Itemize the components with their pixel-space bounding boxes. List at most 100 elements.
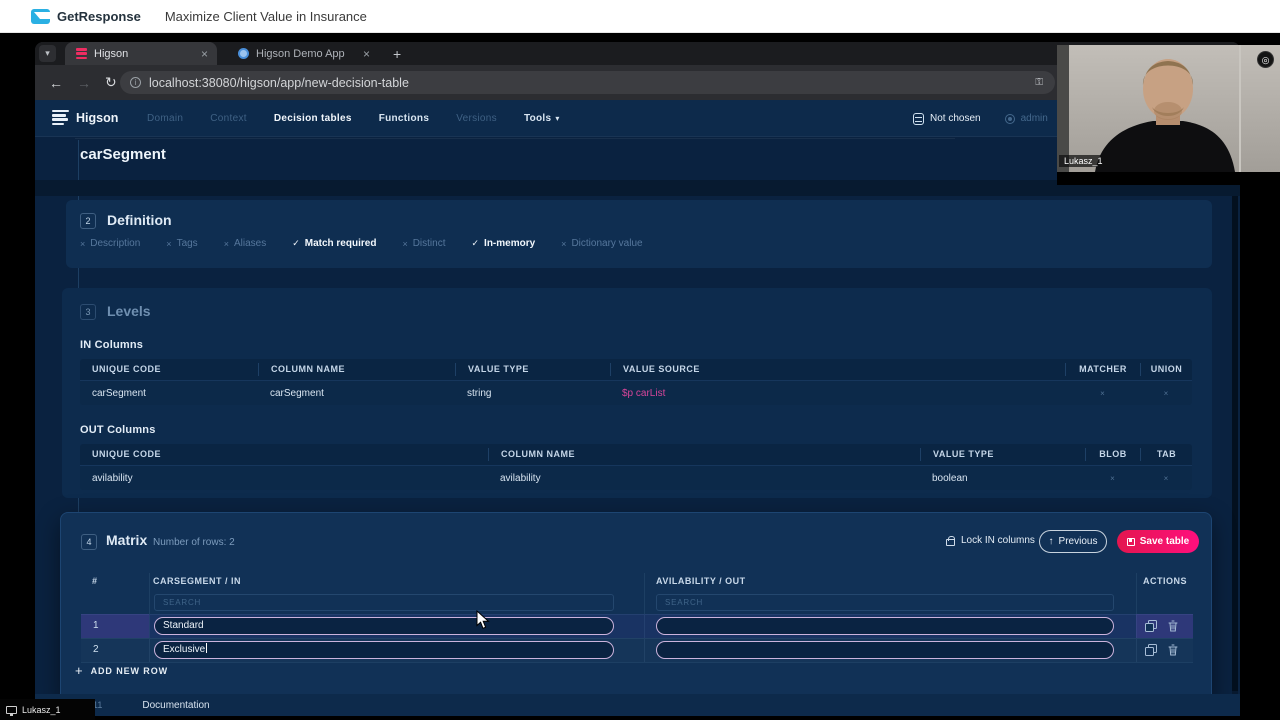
col-matcher: MATCHER [1065,363,1140,376]
table-row[interactable]: avilability avilability boolean × × [80,465,1192,490]
webinar-title: Maximize Client Value in Insurance [164,8,367,24]
nav-item-functions[interactable]: Functions [378,113,430,124]
x-icon: × [223,238,229,249]
webcam-overlay: Lukasz_1 ◎ [1057,45,1280,185]
chip-distinct[interactable]: × Distinct [402,238,446,249]
browser-tab-higson[interactable]: Higson × [65,42,217,65]
getresponse-logo-icon [31,8,59,24]
col-unique-code: UNIQUE CODE [92,364,162,374]
back-icon[interactable]: ← [49,74,63,91]
col-tab: TAB [1140,448,1192,461]
refresh-icon[interactable]: ↻ [105,74,117,90]
mouse-cursor [476,609,490,635]
copy-row-icon[interactable] [1145,644,1157,656]
collapsed-section-band [35,180,1240,196]
check-icon: ✓ [471,238,480,248]
col-value-type: VALUE TYPE [920,448,1085,461]
webcam-video [1057,45,1280,172]
col-value-source: VALUE SOURCE [610,363,1065,376]
copy-row-icon[interactable] [1145,620,1157,632]
col-unique-code: UNIQUE CODE [92,449,162,459]
app-footer: 4.0.11 Documentation [35,694,1240,716]
out-columns-table: UNIQUE CODE COLUMN NAME VALUE TYPE BLOB … [80,444,1192,490]
out-columns-label: OUT Columns [80,424,156,436]
close-icon[interactable]: × [362,46,370,61]
matrix-table: # CARSEGMENT / IN AVILABILITY / OUT ACTI… [81,573,1193,691]
chip-match-required[interactable]: ✓ Match required [292,238,377,249]
check-icon: ✓ [292,238,300,248]
levels-panel: 3 Levels IN Columns UNIQUE CODE COLUMN N… [62,288,1212,498]
nav-item-decision-tables[interactable]: Decision tables [273,113,352,124]
key-icon[interactable]: ⚿ [1035,77,1043,88]
save-table-button[interactable]: Save table [1117,530,1199,553]
cell-input-in-row2[interactable]: Exclusive [154,641,614,659]
tab-label: Higson [94,47,129,60]
add-new-row-button[interactable]: + ADD NEW ROW [75,663,168,678]
app-brand[interactable]: Higson [76,111,119,125]
lock-icon [946,535,955,546]
definition-chips: × Description × Tags × Aliases ✓ Match requi… [80,238,643,249]
user-menu[interactable]: admin [1004,113,1048,124]
chip-tags[interactable]: × Tags [166,238,198,249]
section-number-badge: 3 [80,304,96,320]
app-viewport: Higson Domain Context Decision tables Fu… [35,100,1240,716]
tab-search-chevron-icon[interactable]: ▾ [39,45,56,62]
col-value-type: VALUE TYPE [455,363,610,376]
delete-row-icon[interactable] [1167,620,1179,632]
table-row[interactable]: carSegment carSegment string $p carList … [80,380,1192,405]
environment-selector[interactable]: Not chosen [913,112,981,125]
search-input-out[interactable]: SEARCH [656,594,1114,611]
chip-dictionary-value[interactable]: × Dictionary value [561,238,643,249]
close-icon[interactable]: × [200,46,208,61]
browser-window: ▾ Higson × Higson Demo App × + ← → ↻ i l… [35,42,1240,716]
scrollbar[interactable] [1232,186,1238,700]
col-union: UNION [1140,363,1192,376]
new-tab-icon[interactable]: + [393,46,402,62]
getresponse-brand: GetResponse [57,8,141,24]
cell-input-out-row1[interactable] [656,617,1114,635]
save-icon [1126,537,1135,546]
browser-tab-strip: ▾ Higson × Higson Demo App × + [35,42,1240,65]
url-text: localhost:38080/higson/app/new-decision-… [149,75,409,90]
forward-icon[interactable]: → [77,74,91,91]
nav-item-tools[interactable]: Tools ▾ [523,113,560,124]
cell-input-out-row2[interactable] [656,641,1114,659]
section-number-badge: 4 [81,534,97,550]
nav-item-domain[interactable]: Domain [147,113,184,124]
webcam-control-icon[interactable]: ◎ [1257,51,1274,68]
previous-button[interactable]: ↑ Previous [1039,530,1107,553]
nav-item-versions[interactable]: Versions [456,113,497,124]
nav-item-context[interactable]: Context [210,113,247,124]
text-caret [206,643,208,653]
scrollbar-thumb[interactable] [1232,186,1238,691]
in-columns-table: UNIQUE CODE COLUMN NAME VALUE TYPE VALUE… [80,359,1192,405]
url-field[interactable]: i localhost:38080/higson/app/new-decisio… [120,71,1055,94]
database-icon [913,112,924,125]
higson-favicon [76,48,87,59]
browser-tab-higson-demo[interactable]: Higson Demo App × [227,42,379,65]
value-source-link[interactable]: $p carList [622,387,666,399]
delete-row-icon[interactable] [1167,644,1179,656]
table-header: UNIQUE CODE COLUMN NAME VALUE TYPE BLOB … [80,444,1192,465]
browser-url-bar: ← → ↻ i localhost:38080/higson/app/new-d… [35,65,1240,100]
documentation-link[interactable]: Documentation [142,699,210,711]
matrix-title: Matrix [106,532,148,548]
lock-in-columns-button[interactable]: Lock IN columns [946,535,1035,546]
in-columns-label: IN Columns [80,339,144,351]
chevron-down-icon: ▾ [555,114,560,123]
info-icon[interactable]: i [130,77,141,88]
chip-aliases[interactable]: × Aliases [223,238,267,249]
section-number-badge: 2 [80,213,96,229]
arrow-up-icon: ↑ [1048,536,1054,547]
higson-logo-icon[interactable] [52,110,69,125]
cell-input-in-row1[interactable]: Standard [154,617,614,635]
x-icon: × [166,238,172,249]
col-header-actions: ACTIONS [1143,576,1187,586]
definition-title: Definition [107,212,172,228]
chip-in-memory[interactable]: ✓ In-memory [471,238,536,249]
levels-title: Levels [107,303,151,319]
tab-label: Higson Demo App [256,47,345,60]
search-input-in[interactable]: SEARCH [154,594,614,611]
chip-description[interactable]: × Description [80,238,141,249]
screen-share-icon [6,705,17,716]
